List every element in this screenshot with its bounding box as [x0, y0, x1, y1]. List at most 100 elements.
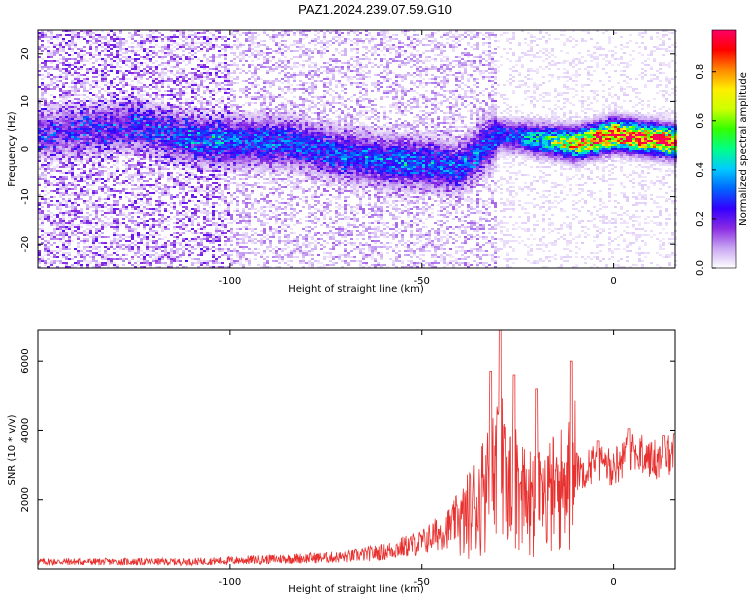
heatmap-cell [152, 168, 155, 170]
heatmap-cell [134, 154, 137, 156]
heatmap-cell [182, 164, 185, 166]
heatmap-cell [155, 138, 158, 140]
heatmap-cell [143, 40, 146, 42]
heatmap-cell [197, 204, 200, 206]
heatmap-cell [92, 184, 95, 186]
heatmap-cell [191, 238, 194, 240]
heatmap-cell [71, 184, 74, 186]
heatmap-cell [131, 110, 134, 112]
heatmap-cell [74, 94, 77, 96]
heatmap-cell [194, 94, 197, 96]
heatmap-cell [179, 120, 182, 122]
heatmap-cell [95, 118, 98, 120]
heatmap-cell [92, 110, 95, 112]
heatmap-cell [206, 164, 209, 166]
heatmap-cell [173, 130, 176, 132]
heatmap-cell [80, 254, 83, 256]
heatmap-cell [206, 248, 209, 250]
heatmap-cell [110, 142, 113, 144]
heatmap-cell [71, 220, 74, 222]
heatmap-cell [71, 132, 74, 134]
heatmap-cell [152, 126, 155, 128]
heatmap-cell [41, 154, 44, 156]
heatmap-cell [155, 246, 158, 248]
heatmap-cell [104, 74, 107, 76]
heatmap-cell [143, 112, 146, 114]
heatmap-cell [194, 128, 197, 130]
heatmap-cell [77, 250, 80, 252]
heatmap-cell [185, 64, 188, 66]
heatmap-cell [215, 126, 218, 128]
heatmap-cell [158, 238, 161, 240]
heatmap-cell [74, 226, 77, 228]
heatmap-cell [92, 94, 95, 96]
heatmap-cell [101, 262, 104, 264]
heatmap-cell [185, 154, 188, 156]
heatmap-cell [161, 130, 164, 132]
heatmap-cell [146, 166, 149, 168]
heatmap-cell [41, 124, 44, 126]
heatmap-cell [182, 252, 185, 254]
heatmap-cell [128, 200, 131, 202]
heatmap-cell [224, 212, 227, 214]
heatmap-cell [77, 118, 80, 120]
heatmap-cell [98, 174, 101, 176]
heatmap-cell [77, 198, 80, 200]
heatmap-cell [194, 190, 197, 192]
heatmap-cell [110, 254, 113, 256]
heatmap-cell [119, 66, 122, 68]
heatmap-cell [215, 238, 218, 240]
heatmap-cell [191, 42, 194, 44]
heatmap-cell [155, 144, 158, 146]
heatmap-cell [149, 34, 152, 36]
heatmap-cell [74, 234, 77, 236]
heatmap-cell [224, 128, 227, 130]
heatmap-cell [200, 44, 203, 46]
heatmap-cell [176, 250, 179, 252]
heatmap-cell [59, 184, 62, 186]
heatmap-cell [101, 214, 104, 216]
heatmap-cell [116, 66, 119, 68]
heatmap-cell [137, 194, 140, 196]
heatmap-cell [185, 80, 188, 82]
heatmap-cell [86, 232, 89, 234]
heatmap-cell [164, 228, 167, 230]
heatmap-cell [224, 112, 227, 114]
heatmap-cell [47, 36, 50, 38]
heatmap-cell [227, 70, 230, 72]
heatmap-cell [206, 266, 209, 268]
heatmap-cell [212, 260, 215, 262]
heatmap-cell [170, 130, 173, 132]
heatmap-cell [77, 156, 80, 158]
heatmap-cell [80, 158, 83, 160]
heatmap-cell [173, 40, 176, 42]
heatmap-cell [188, 108, 191, 110]
heatmap-cell [203, 120, 206, 122]
heatmap-cell [149, 128, 152, 130]
heatmap-cell [161, 80, 164, 82]
heatmap-cell [221, 54, 224, 56]
heatmap-cell [98, 266, 101, 268]
heatmap-cell [77, 224, 80, 226]
heatmap-cell [83, 122, 86, 124]
heatmap-cell [176, 134, 179, 136]
heatmap-cell [188, 58, 191, 60]
heatmap-cell [143, 158, 146, 160]
heatmap-cell [50, 50, 53, 52]
heatmap-cell [185, 48, 188, 50]
heatmap-cell [206, 138, 209, 140]
heatmap-cell [47, 86, 50, 88]
heatmap-cell [110, 158, 113, 160]
heatmap-cell [164, 152, 167, 154]
heatmap-cell [146, 212, 149, 214]
heatmap-cell [206, 188, 209, 190]
heatmap-cell [59, 234, 62, 236]
heatmap-cell [149, 88, 152, 90]
heatmap-cell [83, 246, 86, 248]
heatmap-cell [68, 188, 71, 190]
heatmap-cell [56, 76, 59, 78]
heatmap-cell [206, 44, 209, 46]
heatmap-cell [227, 64, 230, 66]
heatmap-cell [113, 144, 116, 146]
heatmap-cell [74, 86, 77, 88]
